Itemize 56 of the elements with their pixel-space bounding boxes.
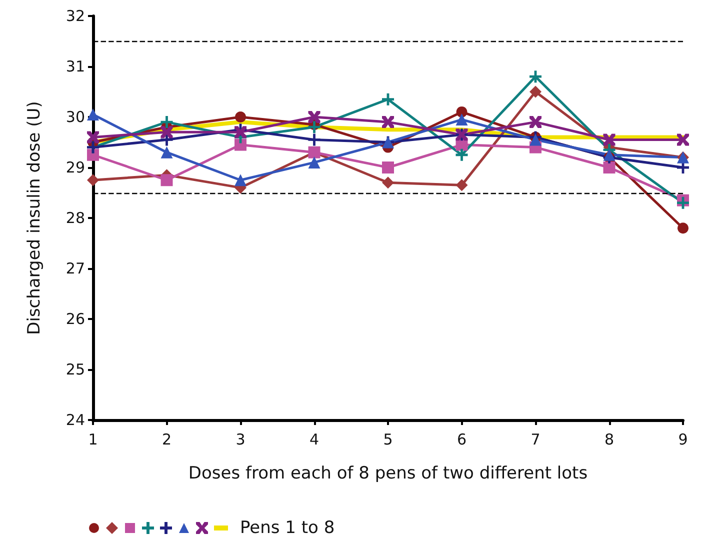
y-tick-label: 30: [66, 108, 85, 126]
x-axis-title: Doses from each of 8 pens of two different lots: [188, 464, 588, 484]
y-tick-label: 25: [66, 360, 85, 378]
point: [382, 162, 394, 174]
point: [382, 116, 394, 128]
point: [456, 106, 468, 118]
x-tick-label: 3: [236, 430, 246, 448]
point: [160, 116, 173, 128]
point: [87, 174, 99, 186]
point: [234, 126, 246, 138]
point: [234, 174, 246, 186]
point: [160, 174, 173, 186]
x-tick-label: 7: [530, 430, 540, 448]
x-tick-label: 8: [604, 430, 614, 448]
point: [603, 148, 616, 161]
point: [308, 121, 320, 134]
point: [234, 138, 246, 151]
y-tick-label: 26: [66, 310, 85, 328]
y-tick-label: 28: [66, 209, 85, 227]
point: [160, 146, 173, 158]
y-tick-label: 32: [66, 7, 85, 25]
point: [530, 86, 542, 98]
point: [87, 131, 99, 144]
x-tick-label: 2: [162, 430, 172, 448]
point: [530, 70, 542, 83]
point: [160, 134, 173, 146]
point: [678, 222, 688, 234]
point: [87, 108, 99, 120]
point: [87, 148, 99, 161]
y-tick-label: 31: [66, 58, 85, 76]
y-tick-label: 24: [66, 411, 85, 429]
point: [308, 134, 320, 146]
point: [160, 126, 173, 138]
point: [235, 112, 246, 122]
point: [603, 134, 616, 146]
x-tick-label: 1: [88, 430, 98, 448]
point: [456, 148, 468, 161]
y-axis-title: Discharged insulin dose (U): [24, 101, 44, 335]
x-tick-label: 6: [456, 430, 467, 448]
point: [382, 176, 394, 189]
point: [456, 179, 468, 192]
x-tick-label: 5: [383, 430, 393, 448]
legend-title: Pens 1 to 8: [240, 518, 335, 538]
y-tick-label: 27: [66, 260, 85, 278]
point: [603, 162, 616, 174]
point: [530, 116, 542, 128]
x-tick-label: 4: [309, 430, 320, 448]
point: [530, 134, 542, 146]
point: [677, 196, 689, 209]
point: [677, 134, 689, 146]
y-tick-label: 29: [66, 158, 85, 176]
point: [382, 93, 394, 106]
point: [456, 114, 468, 126]
point: [308, 156, 320, 168]
point: [308, 111, 320, 123]
x-tick-label: 9: [678, 430, 688, 448]
